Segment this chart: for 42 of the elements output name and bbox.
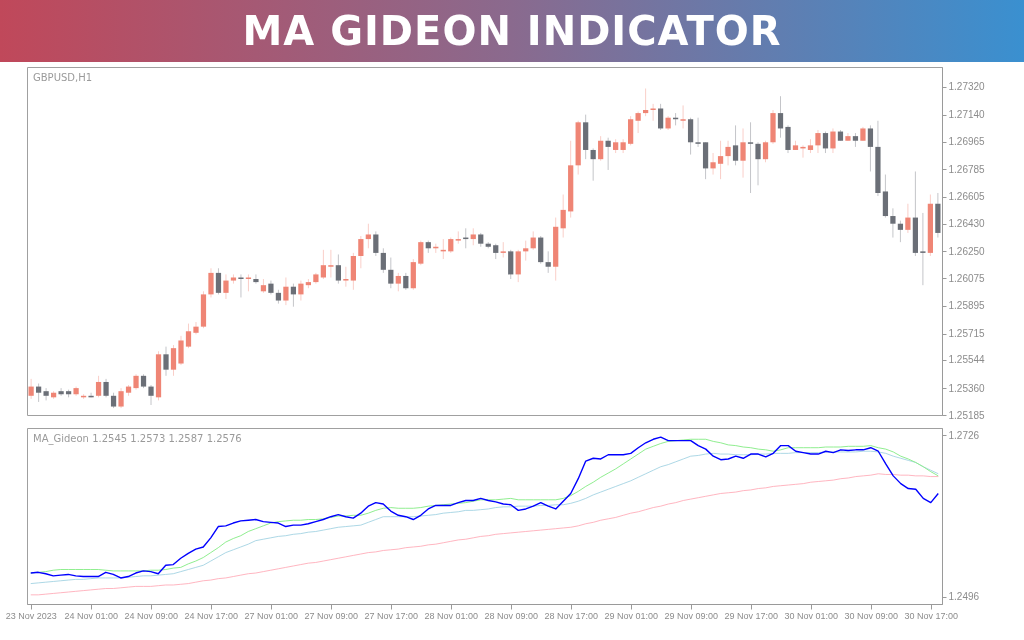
y-tick-label: 1.26250 bbox=[948, 245, 986, 257]
y-tick-label: 1.25895 bbox=[948, 300, 986, 312]
x-tick-label: 30 Nov 09:00 bbox=[844, 610, 899, 621]
x-tick-label: 30 Nov 17:00 bbox=[904, 610, 959, 621]
annotation: GBPUSD,H1 bbox=[33, 72, 93, 83]
y-tick-label: 1.2496 bbox=[948, 591, 980, 603]
x-tick-label: 23 Nov 2023 bbox=[5, 610, 57, 621]
x-tick-label: 30 Nov 01:00 bbox=[784, 610, 839, 621]
y-tick-label: 1.26785 bbox=[948, 163, 986, 175]
annotation: MA_Gideon 1.2545 1.2573 1.2587 1.2576 bbox=[33, 433, 242, 445]
candlestick bbox=[650, 103, 656, 122]
y-tick-label: 1.27320 bbox=[948, 81, 986, 93]
x-tick-label: 29 Nov 01:00 bbox=[604, 610, 659, 621]
x-tick-label: 29 Nov 09:00 bbox=[664, 610, 719, 621]
x-tick-label: 28 Nov 01:00 bbox=[424, 610, 479, 621]
y-tick-label: 1.26965 bbox=[948, 136, 986, 148]
x-tick-label: 27 Nov 17:00 bbox=[364, 610, 419, 621]
x-tick-label: 24 Nov 01:00 bbox=[64, 610, 119, 621]
candlestick bbox=[58, 387, 64, 397]
candlestick bbox=[253, 273, 259, 285]
y-tick-label: 1.27140 bbox=[948, 109, 986, 121]
y-tick-label: 1.26075 bbox=[948, 272, 986, 284]
chart-title: MA GIDEON INDICATOR bbox=[242, 8, 782, 54]
x-tick-label: 28 Nov 09:00 bbox=[484, 610, 539, 621]
x-tick-label: 29 Nov 17:00 bbox=[724, 610, 779, 621]
candlestick bbox=[193, 321, 199, 335]
y-tick-label: 1.25185 bbox=[948, 409, 986, 421]
x-tick-label: 24 Nov 09:00 bbox=[124, 610, 179, 621]
y-tick-label: 1.25360 bbox=[948, 382, 986, 394]
candlestick bbox=[500, 241, 506, 259]
candlestick bbox=[455, 230, 461, 245]
line-series bbox=[30, 473, 939, 596]
x-tick-label: 27 Nov 09:00 bbox=[304, 610, 359, 621]
x-tick-label: 28 Nov 17:00 bbox=[544, 610, 599, 621]
candlestick bbox=[43, 387, 49, 401]
y-tick-label: 1.2726 bbox=[948, 429, 980, 441]
y-tick-label: 1.25715 bbox=[948, 328, 986, 340]
x-tick-label: 27 Nov 01:00 bbox=[244, 610, 299, 621]
y-tick-label: 1.26605 bbox=[948, 191, 986, 203]
y-tick-label: 1.26430 bbox=[948, 218, 986, 230]
x-tick-label: 24 Nov 17:00 bbox=[184, 610, 239, 621]
y-tick-label: 1.25544 bbox=[948, 354, 986, 366]
